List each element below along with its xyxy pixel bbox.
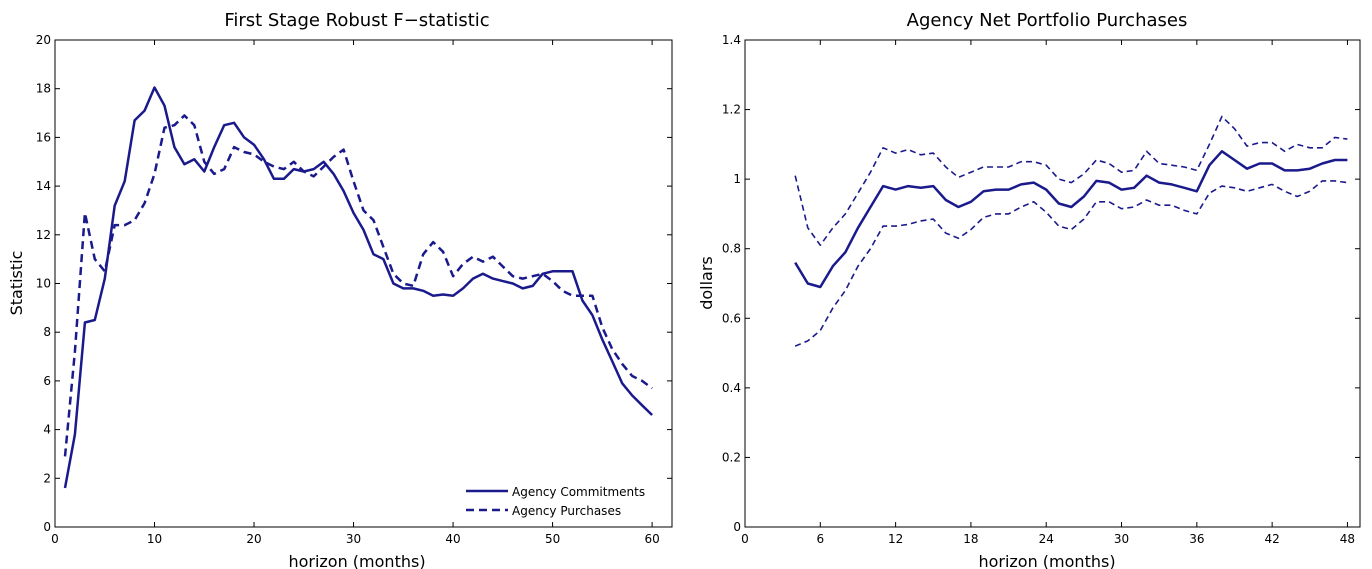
chart-right-xlabel: horizon (months) bbox=[978, 552, 1115, 569]
left-xtick-label: 30 bbox=[346, 532, 361, 546]
left-ytick-label: 8 bbox=[43, 325, 51, 339]
right-ytick-label: 0.4 bbox=[722, 381, 741, 395]
right-xtick-label: 30 bbox=[1114, 532, 1129, 546]
left-series-line-1 bbox=[63, 114, 653, 457]
left-frame bbox=[54, 39, 673, 528]
left-ytick-label: 12 bbox=[36, 228, 51, 242]
chart-right-series bbox=[794, 115, 1348, 347]
chart-left-axes: 0 10 20 30 40 50 60 0 2 4 6 8 10 12 14 16 18 20 bbox=[36, 33, 673, 546]
chart-left-title: First Stage Robust F−statistic bbox=[224, 10, 489, 31]
left-ytick-label: 14 bbox=[36, 179, 51, 193]
left-ytick-label: 10 bbox=[36, 277, 51, 291]
right-xtick-label: 24 bbox=[1039, 532, 1054, 546]
right-ytick-label: 0 bbox=[733, 520, 741, 534]
left-xtick-label: 0 bbox=[51, 532, 59, 546]
chart-right-axes: 0 6 12 18 24 30 36 42 48 0 0.2 0.4 0.6 0.8 1 1.2 1.4 bbox=[722, 33, 1361, 546]
right-ytick-label: 1 bbox=[733, 172, 741, 186]
right-ytick-label: 1.2 bbox=[722, 103, 741, 117]
chart-right-title: Agency Net Portfolio Purchases bbox=[907, 10, 1188, 31]
chart-left-legend: Agency Commitments Agency Purchases bbox=[466, 485, 645, 518]
left-xtick-label: 60 bbox=[644, 532, 659, 546]
right-xtick-label: 18 bbox=[963, 532, 978, 546]
left-ytick-label: 2 bbox=[43, 471, 51, 485]
right-series-line-0 bbox=[794, 150, 1348, 289]
left-xtick-label: 40 bbox=[445, 532, 460, 546]
left-xtick-label: 20 bbox=[246, 532, 261, 546]
left-ytick-label: 0 bbox=[43, 520, 51, 534]
right-xtick-label: 6 bbox=[816, 532, 824, 546]
chart-left-xlabel: horizon (months) bbox=[288, 552, 425, 569]
right-ytick-label: 0.6 bbox=[722, 311, 741, 325]
left-ytick-label: 20 bbox=[36, 33, 51, 47]
left-ytick-label: 16 bbox=[36, 130, 51, 144]
left-ytick-label: 4 bbox=[43, 423, 51, 437]
right-xtick-label: 0 bbox=[741, 532, 749, 546]
left-xtick-label: 50 bbox=[545, 532, 560, 546]
right-ytick-label: 0.2 bbox=[722, 450, 741, 464]
left-ytick-label: 6 bbox=[43, 374, 51, 388]
chart-left-ylabel: Statistic bbox=[7, 251, 26, 316]
right-xtick-label: 12 bbox=[888, 532, 903, 546]
left-xtick-label: 10 bbox=[147, 532, 162, 546]
right-frame bbox=[744, 39, 1361, 528]
right-ytick-label: 1.4 bbox=[722, 33, 741, 47]
right-series-line-1 bbox=[794, 115, 1348, 246]
left-series-line-0 bbox=[63, 86, 653, 489]
chart-left-series bbox=[63, 86, 653, 489]
right-xtick-label: 48 bbox=[1340, 532, 1355, 546]
chart-right-ylabel: dollars bbox=[697, 256, 716, 310]
right-xtick-label: 42 bbox=[1265, 532, 1280, 546]
left-ytick-label: 18 bbox=[36, 82, 51, 96]
chart-right: Agency Net Portfolio Purchases 0 6 12 18 24 3… bbox=[697, 10, 1361, 569]
chart-left: First Stage Robust F−statistic 0 10 20 30 40… bbox=[7, 10, 673, 569]
right-xtick-label: 36 bbox=[1189, 532, 1204, 546]
legend-label-purchases: Agency Purchases bbox=[512, 504, 621, 518]
legend-label-commitments: Agency Commitments bbox=[512, 485, 645, 499]
right-ytick-label: 0.8 bbox=[722, 242, 741, 256]
